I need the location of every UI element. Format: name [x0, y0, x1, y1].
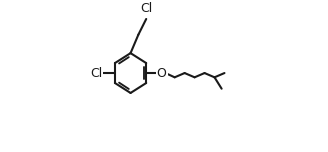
Text: Cl: Cl	[90, 67, 102, 79]
Text: Cl: Cl	[140, 2, 152, 15]
Text: O: O	[157, 67, 167, 79]
